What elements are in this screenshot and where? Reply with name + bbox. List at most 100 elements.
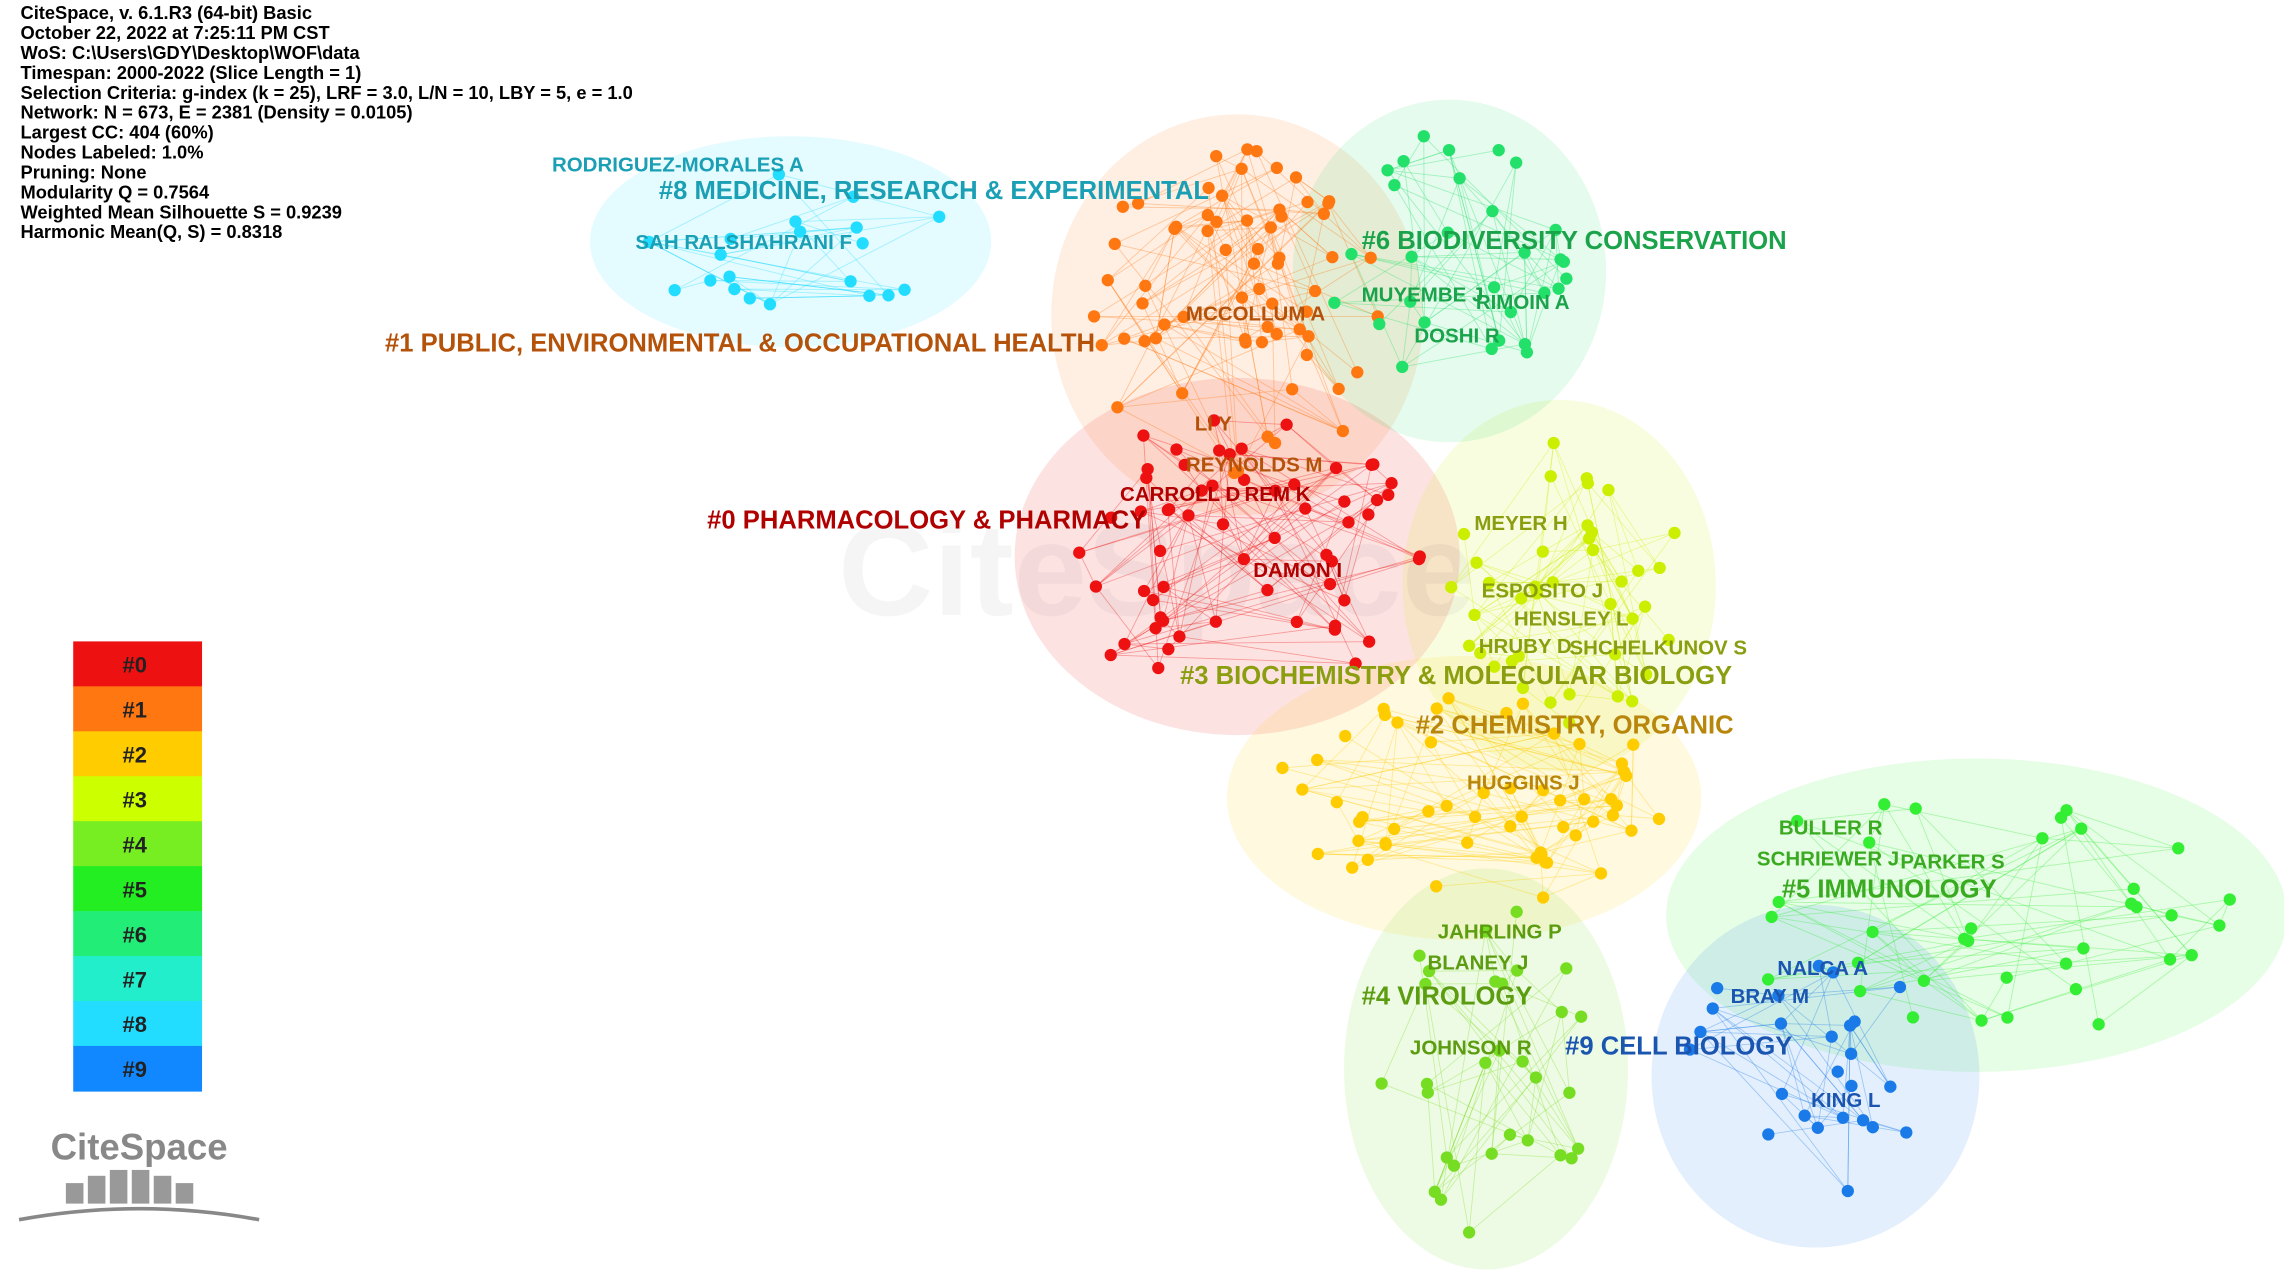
edge [1534,538,1590,588]
edge [1213,420,1287,426]
edge [1817,1085,1852,1129]
node [793,225,807,238]
edge [1146,477,1268,591]
edge [1450,442,1555,588]
edge [1117,328,1300,408]
edge [1434,1062,1486,1192]
node [1379,838,1392,851]
edge [1317,759,1522,818]
node [1095,339,1108,352]
edge [1215,155,1259,250]
node [1884,1080,1897,1093]
node [1405,250,1418,263]
node [1251,242,1264,256]
edge [1393,792,1484,830]
edge [1117,203,1329,408]
edge [1385,722,1398,845]
edge [1317,853,1548,864]
node [847,190,860,203]
node [1235,442,1248,455]
node [2069,982,2083,996]
edge [2060,817,2100,1025]
edge [1493,162,1517,288]
header-line: Network: N = 673, E = 2381 (Density = 0.… [20,102,412,123]
edge [648,173,780,243]
edge [1476,562,1611,605]
node [1417,130,1430,143]
node [1311,753,1324,767]
node [1706,1002,1719,1015]
edge [1212,485,1420,557]
node [1137,429,1150,442]
node [728,282,741,296]
edge [1243,484,1295,560]
edge [1174,228,1243,298]
node [1662,633,1675,647]
cluster-area [1226,656,1702,941]
node [1845,1079,1858,1092]
node [1377,702,1390,716]
edge [1981,954,2192,1021]
edge [1317,853,1537,859]
node [1228,466,1241,480]
node [1492,144,1505,157]
edge [1114,243,1316,292]
node [1116,200,1130,213]
node [1917,974,1931,987]
edge [1967,838,2043,942]
edge [1221,195,1280,259]
edge [1243,467,1337,560]
edge [1509,1134,1579,1150]
node [723,270,736,283]
node [1552,282,1565,295]
edge [1237,336,1309,472]
node [1853,984,1867,998]
edge [1253,201,1308,264]
edge [1579,744,1585,800]
header-line: Weighted Mean Silhouette S = 0.9239 [20,201,341,222]
node [1261,430,1274,443]
node [1382,488,1395,501]
node [1207,414,1221,427]
node [1539,856,1552,869]
edge [734,288,905,291]
edge [1981,977,2008,1021]
node [1329,461,1343,475]
node [1516,681,1530,695]
node [1270,161,1283,175]
node [1206,479,1219,492]
edge [1534,525,1588,587]
edge [1296,482,1392,623]
node [1413,949,1426,962]
edge [1124,556,1420,645]
edge [1440,968,1567,1200]
node [1317,207,1331,220]
edge [1700,1023,1782,1033]
edge [1241,168,1371,259]
edge [674,196,854,291]
edge [1143,490,1203,592]
node [1798,1109,1811,1122]
edge [1281,216,1316,292]
node [1468,608,1481,622]
node [1137,584,1151,598]
node [1627,738,1640,751]
edge [1797,820,2171,960]
edge [1178,485,1213,637]
edge [1155,209,1280,339]
edge [1244,220,1248,340]
edge [1448,698,1541,853]
edge [1485,1062,1529,1141]
node [1168,222,1181,235]
edge [1796,820,1982,1021]
edge [1140,490,1202,512]
edge [1241,297,1246,340]
node [1388,178,1401,192]
edge [1527,1011,1563,1141]
node [1489,975,1502,988]
edge [1474,614,1520,657]
author-label: DOSHI R [1414,325,1500,348]
edge [1474,477,1588,616]
edge [1817,1036,1833,1128]
node [1361,853,1374,866]
